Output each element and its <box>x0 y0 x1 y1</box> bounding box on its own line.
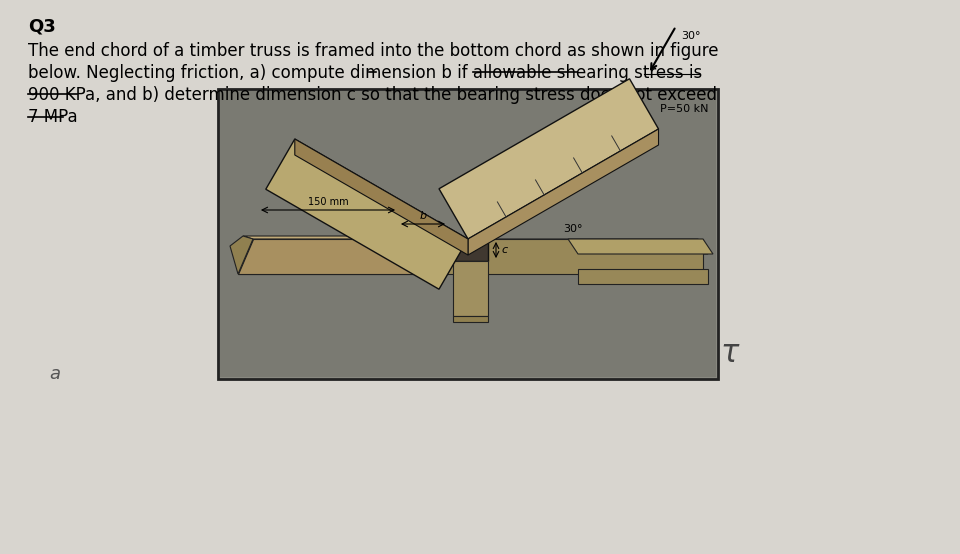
Polygon shape <box>468 129 659 255</box>
Text: P=50 kN: P=50 kN <box>660 104 708 114</box>
Polygon shape <box>439 79 659 239</box>
Polygon shape <box>243 236 450 239</box>
Polygon shape <box>453 261 488 316</box>
Polygon shape <box>238 239 438 274</box>
Text: 30°: 30° <box>563 224 583 234</box>
Text: 7 MPa: 7 MPa <box>28 108 78 126</box>
Text: 150 mm: 150 mm <box>308 197 348 207</box>
Polygon shape <box>453 316 488 322</box>
Text: $\tau$: $\tau$ <box>720 339 740 368</box>
Polygon shape <box>568 239 713 254</box>
Text: b: b <box>420 211 426 221</box>
Polygon shape <box>295 139 468 255</box>
Polygon shape <box>266 139 468 289</box>
Text: below. Neglecting friction, a) compute dimension b if allowable shearing stress : below. Neglecting friction, a) compute d… <box>28 64 703 82</box>
Text: c: c <box>501 245 507 255</box>
Bar <box>218 89 718 379</box>
Text: Q3: Q3 <box>28 18 56 36</box>
Text: 30°: 30° <box>681 31 701 41</box>
Polygon shape <box>243 239 708 254</box>
Polygon shape <box>578 269 708 284</box>
Text: The end chord of a timber truss is framed into the bottom chord as shown in figu: The end chord of a timber truss is frame… <box>28 42 718 60</box>
Polygon shape <box>238 239 703 274</box>
Bar <box>220 91 716 377</box>
Text: 900 KPa, and b) determine dimension c so that the bearing stress does not exceed: 900 KPa, and b) determine dimension c so… <box>28 86 717 104</box>
Polygon shape <box>230 236 253 274</box>
Text: a: a <box>50 365 60 383</box>
Polygon shape <box>448 239 488 261</box>
